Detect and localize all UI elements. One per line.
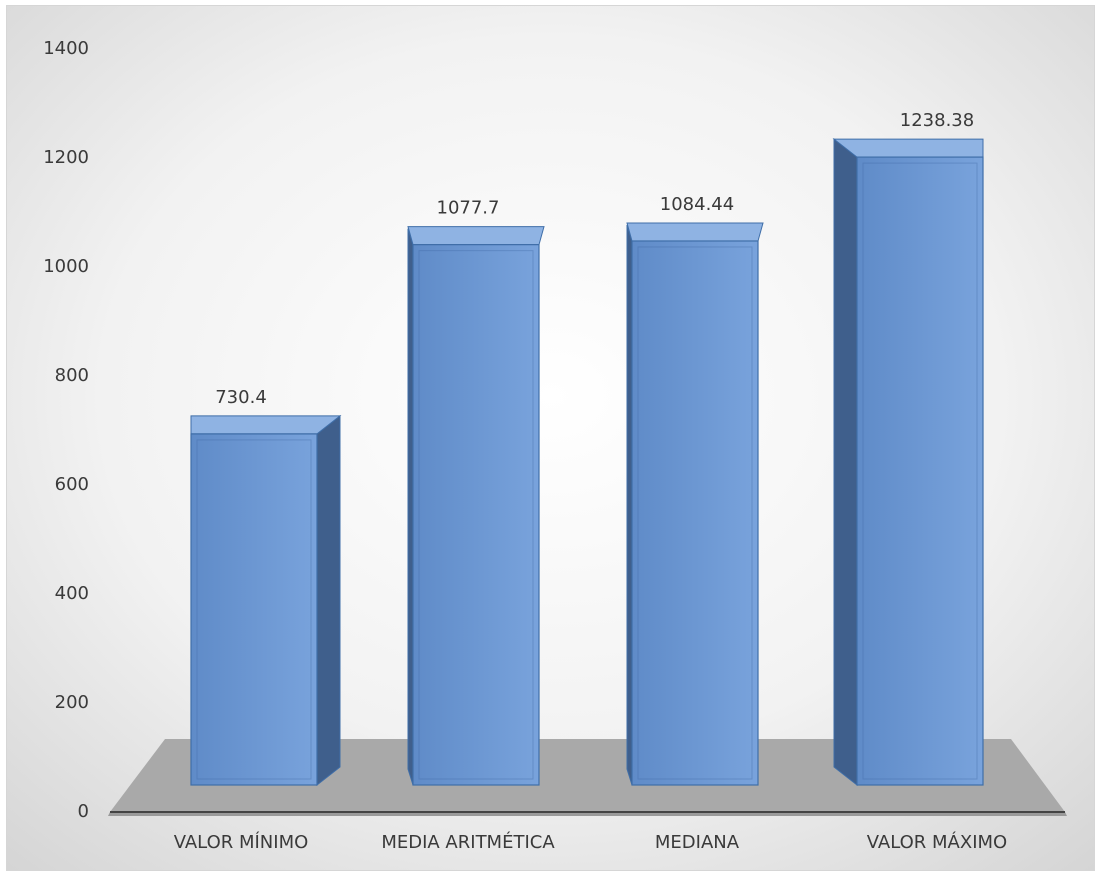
bar-inner-edge xyxy=(418,250,534,780)
chart-area: 0 200 400 600 800 1000 1200 1400 730.4 VALOR MÍNI… xyxy=(6,5,1095,871)
bar-top-face xyxy=(190,415,342,435)
data-label: 1084.44 xyxy=(660,194,734,215)
bar-top-face xyxy=(832,138,984,158)
y-tick-label: 800 xyxy=(55,365,89,386)
y-tick-label: 600 xyxy=(55,474,89,495)
bar-side-face xyxy=(407,228,414,786)
x-category-label: MEDIANA xyxy=(655,832,740,853)
bar-side-face xyxy=(316,414,341,787)
data-label: 1238.38 xyxy=(900,110,974,131)
bar-front-face xyxy=(412,244,540,786)
bar-inner-edge xyxy=(196,439,312,780)
data-label: 730.4 xyxy=(215,387,267,408)
bar xyxy=(832,138,984,787)
bar-top-face xyxy=(407,226,545,246)
bar xyxy=(190,414,342,787)
bars-layer xyxy=(190,138,984,787)
y-tick-label: 200 xyxy=(55,692,89,713)
bar-top-face xyxy=(626,222,764,242)
labels-layer: 0 200 400 600 800 1000 1200 1400 730.4 VALOR MÍNI… xyxy=(43,38,1007,853)
y-tick-label: 1000 xyxy=(43,256,89,277)
chart-floor xyxy=(110,739,1065,812)
y-tick-label: 1400 xyxy=(43,38,89,59)
y-tick-label: 0 xyxy=(78,801,89,822)
y-tick-label: 1200 xyxy=(43,147,89,168)
y-tick-label: 400 xyxy=(55,583,89,604)
data-label: 1077.7 xyxy=(437,198,500,219)
x-category-label: MEDIA ARITMÉTICA xyxy=(381,831,555,853)
x-category-label: VALOR MÍNIMO xyxy=(174,831,309,853)
bar-side-face xyxy=(833,138,858,787)
bar-inner-edge xyxy=(637,246,753,780)
bar xyxy=(407,226,545,786)
bar-front-face xyxy=(190,433,318,786)
x-category-label: VALOR MÁXIMO xyxy=(867,831,1007,853)
bar-chart: 0 200 400 600 800 1000 1200 1400 730.4 VALOR MÍNI… xyxy=(7,6,1094,870)
bar-front-face xyxy=(631,240,759,786)
bar-side-face xyxy=(626,224,633,786)
bar-front-face xyxy=(856,156,984,786)
bar-inner-edge xyxy=(862,162,978,780)
bar xyxy=(626,222,764,786)
